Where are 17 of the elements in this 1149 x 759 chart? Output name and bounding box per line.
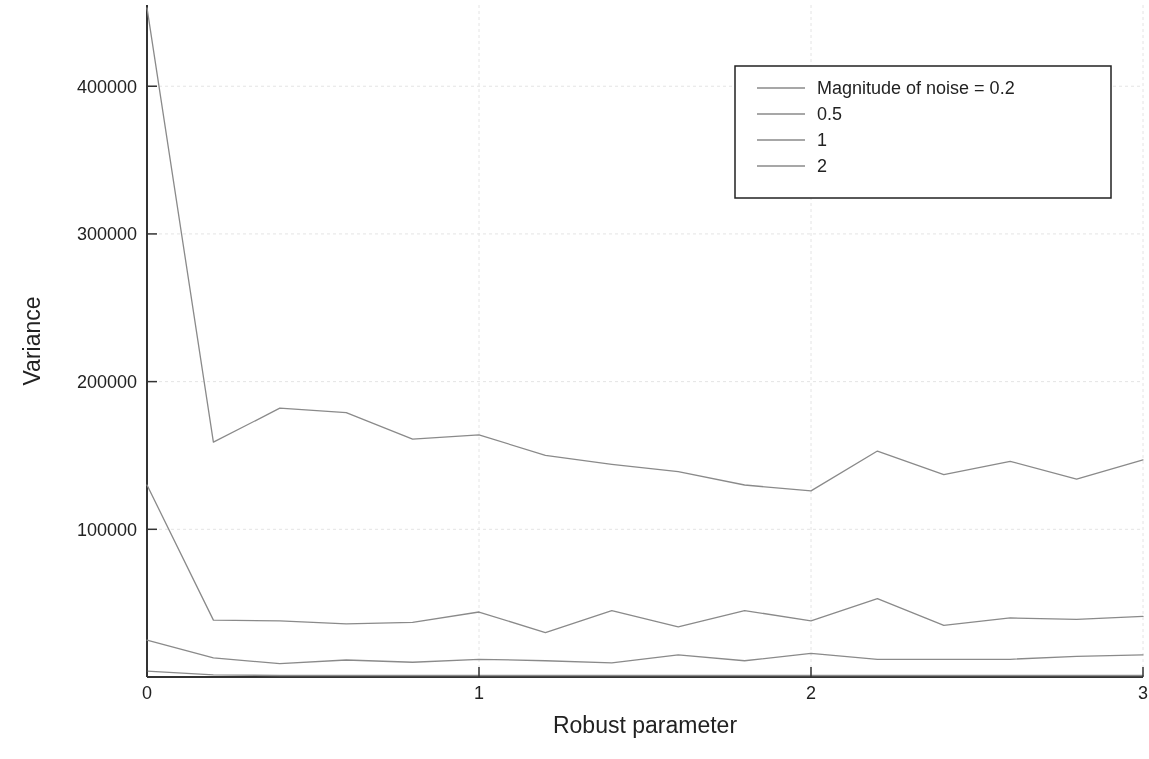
x-tick-label: 3	[1137, 683, 1149, 703]
legend-label: 0.5	[817, 104, 843, 125]
line-series	[146, 484, 1144, 634]
x-tick-label: 0	[141, 683, 153, 703]
legend-label: Magnitude of noise = 0.2	[817, 78, 1015, 99]
line-series	[146, 7, 1144, 492]
y-tick-label: 400000	[76, 76, 137, 97]
line-series	[146, 639, 1144, 665]
x-tick-label: 1	[473, 683, 485, 703]
x-tick-label: 2	[805, 683, 817, 703]
legend-label: 1	[817, 130, 828, 151]
x-axis-title: Robust parameter	[552, 712, 738, 738]
y-axis-title: Variance	[19, 296, 45, 386]
y-tick-label: 100000	[76, 519, 137, 540]
y-tick-label: 300000	[76, 224, 137, 245]
y-tick-label: 200000	[76, 371, 137, 392]
legend-label: 2	[817, 156, 828, 177]
